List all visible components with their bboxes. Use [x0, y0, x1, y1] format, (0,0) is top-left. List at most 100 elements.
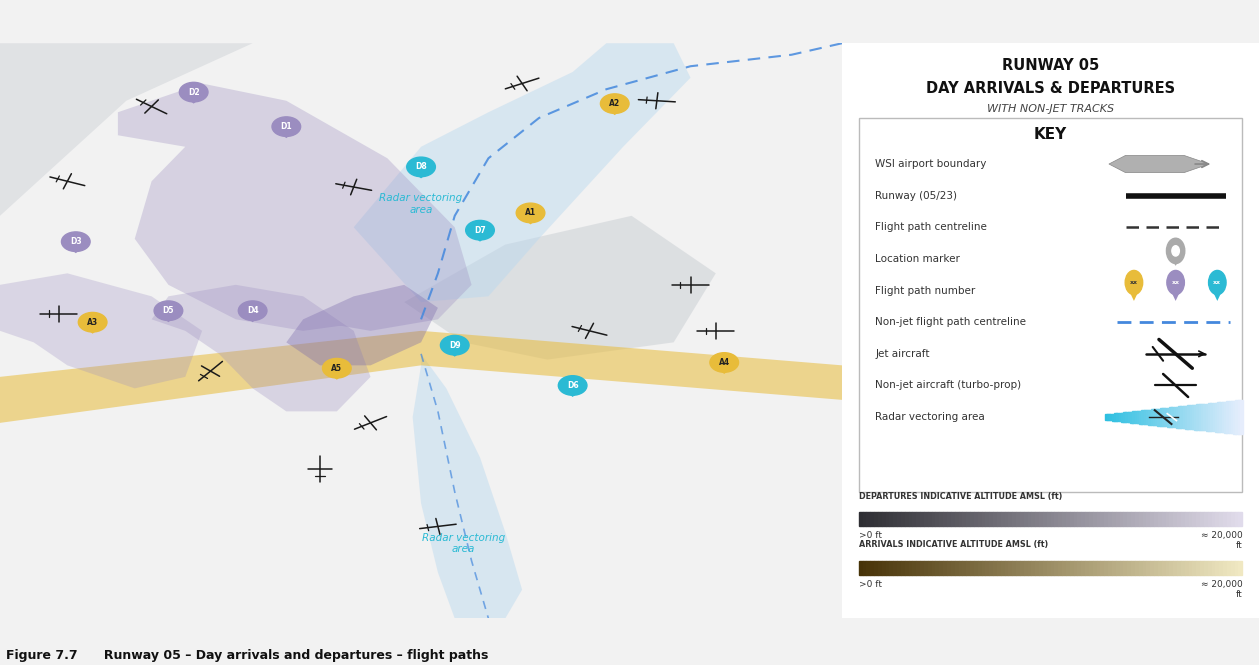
Bar — [1117, 413, 1119, 421]
Bar — [1192, 405, 1195, 430]
Bar — [1160, 408, 1163, 426]
Bar — [1070, 512, 1074, 527]
Bar — [924, 512, 928, 527]
Text: ≈ 20,000
ft: ≈ 20,000 ft — [1201, 580, 1243, 599]
Text: Radar vectoring
area: Radar vectoring area — [379, 194, 462, 215]
Text: A2: A2 — [609, 99, 621, 108]
Polygon shape — [154, 311, 183, 323]
Polygon shape — [413, 354, 522, 618]
Bar — [1176, 407, 1178, 428]
Bar — [1123, 512, 1127, 527]
Bar — [943, 561, 947, 575]
Bar — [1157, 408, 1161, 426]
Bar — [1115, 512, 1119, 527]
Bar — [1156, 409, 1158, 426]
Circle shape — [601, 94, 630, 114]
Bar — [1104, 414, 1108, 420]
Bar — [924, 561, 928, 575]
Bar — [1127, 561, 1131, 575]
Bar — [1027, 561, 1031, 575]
Text: >0 ft: >0 ft — [859, 580, 881, 589]
Bar — [1042, 561, 1046, 575]
Bar — [954, 512, 958, 527]
Bar — [1204, 512, 1207, 527]
Bar — [958, 512, 962, 527]
Bar — [1054, 561, 1059, 575]
Bar — [969, 561, 974, 575]
Bar — [962, 512, 966, 527]
Bar — [870, 512, 874, 527]
Bar — [1162, 561, 1166, 575]
Polygon shape — [0, 331, 842, 423]
Bar — [885, 512, 889, 527]
Circle shape — [710, 352, 739, 372]
Bar — [862, 561, 866, 575]
Bar — [1063, 512, 1066, 527]
Bar — [894, 512, 898, 527]
Text: DAY ARRIVALS & DEPARTURES: DAY ARRIVALS & DEPARTURES — [925, 80, 1175, 96]
Bar — [1173, 561, 1177, 575]
Bar — [990, 512, 993, 527]
Bar — [1081, 512, 1085, 527]
Bar — [1231, 401, 1234, 434]
Bar — [1185, 561, 1188, 575]
Bar — [966, 561, 969, 575]
Bar — [1196, 512, 1200, 527]
Text: A3: A3 — [87, 318, 98, 327]
Bar — [1210, 403, 1214, 431]
Bar — [1212, 403, 1216, 432]
Bar — [870, 561, 874, 575]
Bar — [1148, 410, 1152, 425]
Bar — [1192, 512, 1196, 527]
Bar — [1167, 408, 1170, 426]
Bar — [920, 512, 924, 527]
Bar — [1221, 402, 1225, 432]
Circle shape — [154, 301, 183, 321]
Circle shape — [558, 376, 587, 395]
Bar — [974, 561, 978, 575]
Bar — [1109, 414, 1113, 420]
Polygon shape — [1166, 251, 1185, 266]
Bar — [1031, 512, 1035, 527]
Bar — [1239, 512, 1243, 527]
Polygon shape — [1167, 283, 1185, 301]
Bar — [1005, 561, 1008, 575]
Bar — [1217, 402, 1220, 432]
Bar — [1147, 561, 1151, 575]
Bar — [1108, 512, 1112, 527]
Bar — [1196, 561, 1200, 575]
Polygon shape — [322, 368, 351, 380]
Bar — [1005, 512, 1008, 527]
Text: WITH NON-JET TRACKS: WITH NON-JET TRACKS — [987, 104, 1114, 114]
Bar — [1188, 561, 1192, 575]
Text: D1: D1 — [281, 122, 292, 131]
Bar — [1031, 561, 1035, 575]
Polygon shape — [286, 285, 438, 365]
Bar — [1177, 561, 1181, 575]
Bar — [1078, 561, 1081, 575]
Bar — [1059, 561, 1063, 575]
Text: xx: xx — [1129, 280, 1138, 285]
Bar — [1170, 512, 1173, 527]
Bar — [1177, 512, 1181, 527]
Bar — [1016, 512, 1020, 527]
Bar — [1196, 404, 1200, 430]
Bar — [862, 512, 866, 527]
Bar — [947, 512, 951, 527]
Bar — [1158, 512, 1162, 527]
Bar — [1155, 512, 1158, 527]
Bar — [986, 561, 990, 575]
Bar — [1166, 561, 1170, 575]
Bar — [1074, 512, 1078, 527]
Bar — [1066, 512, 1070, 527]
Bar — [1224, 402, 1228, 433]
Bar — [1200, 512, 1204, 527]
Bar — [1089, 512, 1093, 527]
Polygon shape — [1126, 283, 1143, 301]
Bar — [1153, 409, 1156, 425]
Bar — [939, 561, 943, 575]
Bar — [1151, 410, 1153, 425]
Bar — [1127, 512, 1131, 527]
Polygon shape — [1209, 283, 1226, 301]
Bar — [1097, 512, 1100, 527]
